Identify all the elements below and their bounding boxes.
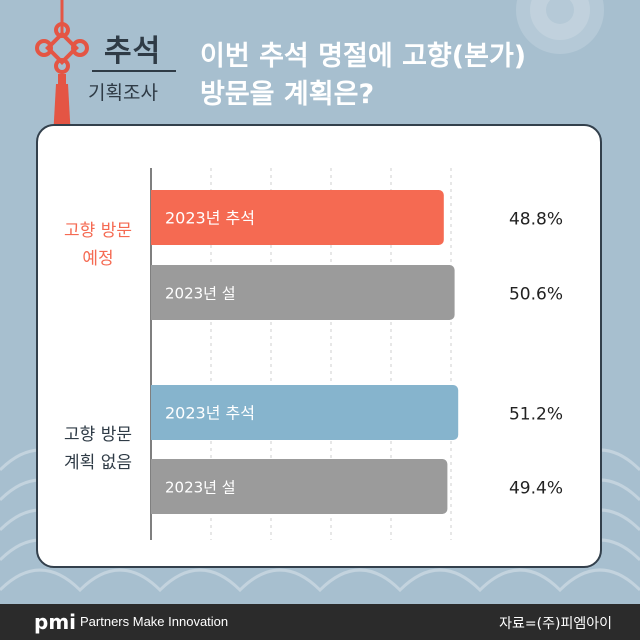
data-label: 51.2%: [509, 405, 563, 425]
category-label-bottom: 기획조사: [88, 82, 158, 104]
page-title-line1: 이번 추석 명절에 고향(본가): [200, 41, 527, 72]
brand-logo: pmi: [34, 610, 77, 634]
group-label: 계획 없음: [64, 453, 132, 473]
brand-tagline: Partners Make Innovation: [80, 614, 229, 629]
category-divider: [92, 70, 176, 72]
bar: [151, 385, 459, 440]
bar-edge: [151, 385, 157, 440]
bar-label: 2023년 추석: [165, 404, 255, 423]
bar: [151, 265, 455, 320]
category-label-top: 추석: [104, 34, 162, 69]
bar-label: 2023년 추석: [165, 209, 255, 228]
data-label: 49.4%: [509, 479, 563, 499]
bar-edge: [151, 459, 157, 514]
bar: [151, 459, 448, 514]
data-label: 50.6%: [509, 285, 563, 305]
group-label: 고향 방문: [64, 425, 132, 445]
bar: [151, 190, 444, 245]
bar-edge: [151, 190, 157, 245]
source-credit: 자료=(주)피엠아이: [499, 616, 612, 632]
data-label: 48.8%: [509, 210, 563, 230]
bar-label: 2023년 설: [165, 285, 236, 303]
group-label: 예정: [82, 249, 113, 269]
bar-edge: [151, 265, 157, 320]
footer-bar: pmi Partners Make Innovation 자료=(주)피엠아이: [0, 604, 640, 640]
flower-ornament-icon: [516, 0, 604, 54]
page-title-line2: 방문을 계획은?: [200, 79, 375, 110]
group-label: 고향 방문: [64, 221, 132, 241]
bar-label: 2023년 설: [165, 479, 236, 497]
